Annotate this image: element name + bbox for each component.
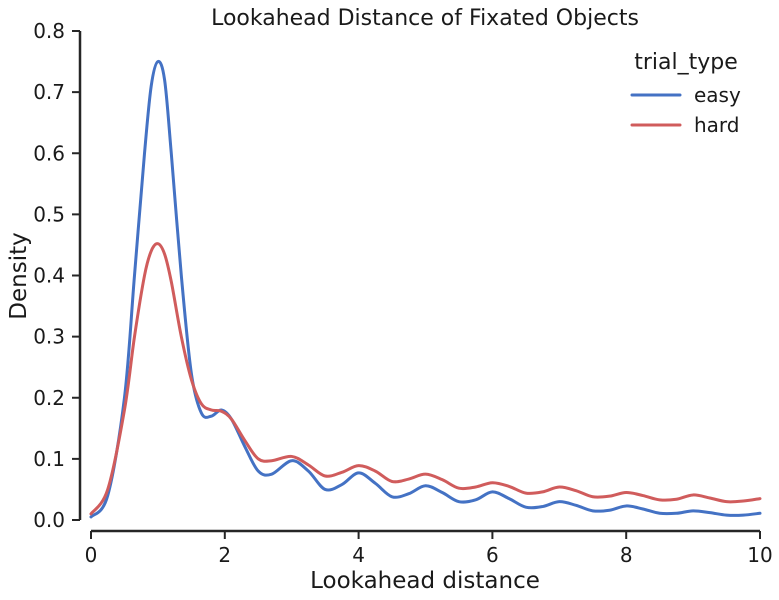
y-tick-label-4: 0.4: [33, 264, 65, 288]
y-tick-label-1: 0.1: [33, 447, 65, 471]
legend-label-easy: easy: [694, 83, 741, 107]
x-tick-label-3: 6: [486, 543, 499, 567]
plot-area: 0 2 4 6 8 10 0.0 0.1 0.2 0.3 0.4 0.5 0.6 0.7 0.8: [33, 19, 773, 567]
y-tick-label-5: 0.5: [33, 202, 65, 226]
y-tick-label-8: 0.8: [33, 19, 65, 43]
x-tick-label-1: 2: [218, 543, 231, 567]
x-tick-label-2: 4: [352, 543, 365, 567]
series-line-hard: [89, 242, 762, 516]
series-line-easy: [89, 59, 762, 519]
legend-label-hard: hard: [694, 113, 740, 137]
y-tick-label-6: 0.6: [33, 141, 65, 165]
x-tick-label-0: 0: [85, 543, 98, 567]
y-tick-label-7: 0.7: [33, 80, 65, 104]
y-tick-label-2: 0.2: [33, 386, 65, 410]
legend: trial_type easy hard: [630, 50, 741, 137]
y-tick-label-3: 0.3: [33, 325, 65, 349]
y-axis-label: Density: [6, 232, 32, 319]
chart-title: Lookahead Distance of Fixated Objects: [211, 6, 639, 31]
y-tick-label-0: 0.0: [33, 508, 65, 532]
x-tick-label-4: 8: [620, 543, 633, 567]
x-tick-label-5: 10: [747, 543, 772, 567]
legend-title: trial_type: [634, 50, 738, 75]
x-axis-label: Lookahead distance: [310, 568, 540, 594]
